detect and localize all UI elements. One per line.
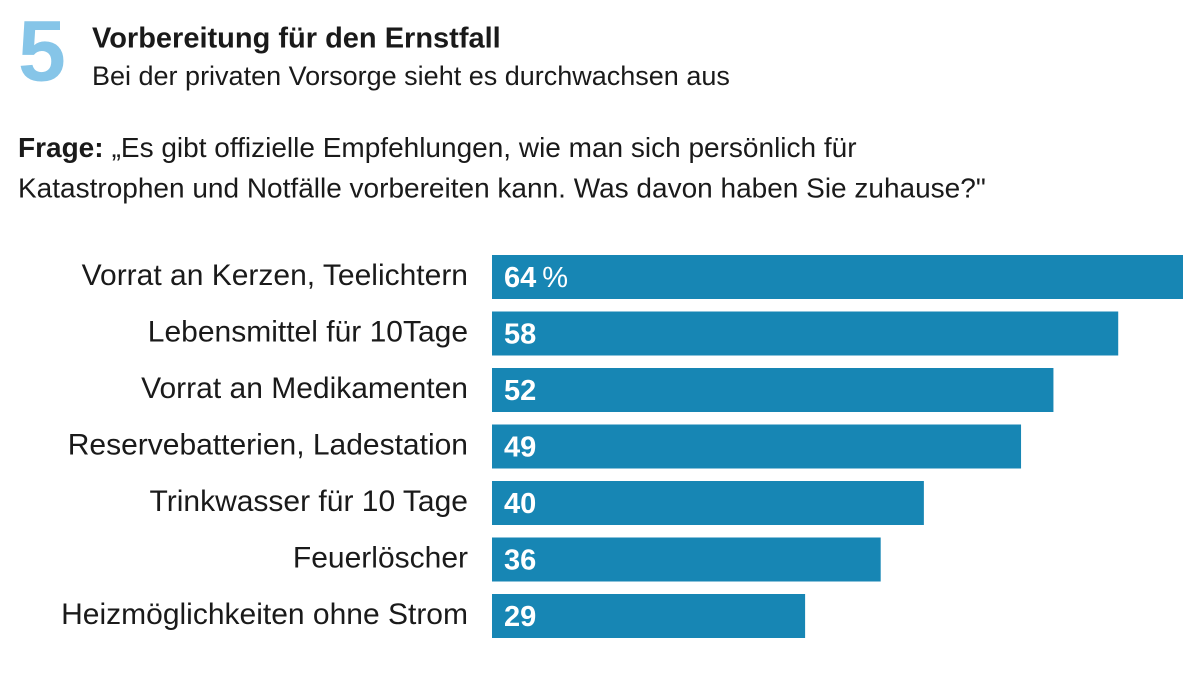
question: Frage: „Es gibt offizielle Empfehlungen, … xyxy=(18,132,857,163)
value-number: 40 xyxy=(504,488,536,520)
value-label: 49 xyxy=(504,431,536,463)
value-label: 36 xyxy=(504,544,536,576)
bar xyxy=(492,594,806,638)
value-number: 29 xyxy=(504,601,536,633)
value-label: 40 xyxy=(504,488,536,520)
category-label: Feuerlöscher xyxy=(293,541,468,574)
bar xyxy=(492,311,1119,356)
chart-title: Vorbereitung für den Ernstfall xyxy=(92,23,501,55)
question-line: „Es gibt offizielle Empfehlungen, wie ma… xyxy=(112,132,857,163)
value-number: 64 xyxy=(504,262,536,294)
category-label: Reservebatterien, Ladestation xyxy=(68,428,468,461)
bar xyxy=(492,368,1054,412)
value-label: 58 xyxy=(504,318,536,350)
category-label: Trinkwasser für 10 Tage xyxy=(150,485,468,518)
category-label: Lebensmittel für 10Tage xyxy=(148,315,468,348)
bar xyxy=(492,255,1183,299)
value-number: 49 xyxy=(504,431,536,463)
chart-number: 5 xyxy=(18,4,66,100)
value-number: 58 xyxy=(504,318,536,350)
category-label: Vorrat an Kerzen, Teelichtern xyxy=(82,259,468,292)
bar xyxy=(492,424,1022,469)
bar xyxy=(492,481,924,525)
chart-subtitle: Bei der privaten Vorsorge sieht es durch… xyxy=(92,61,730,91)
value-number: 52 xyxy=(504,375,536,407)
value-number: 36 xyxy=(504,544,536,576)
category-label: Heizmöglichkeiten ohne Strom xyxy=(61,598,468,631)
value-label: 52 xyxy=(504,375,536,407)
value-label: 64% xyxy=(504,262,568,294)
question-label: Frage: xyxy=(18,132,104,163)
bar xyxy=(492,537,881,582)
value-unit: % xyxy=(542,262,568,294)
question-line: Katastrophen und Notfälle vorbereiten ka… xyxy=(18,172,986,203)
value-label: 29 xyxy=(504,601,536,633)
category-label: Vorrat an Medikamenten xyxy=(141,372,468,405)
